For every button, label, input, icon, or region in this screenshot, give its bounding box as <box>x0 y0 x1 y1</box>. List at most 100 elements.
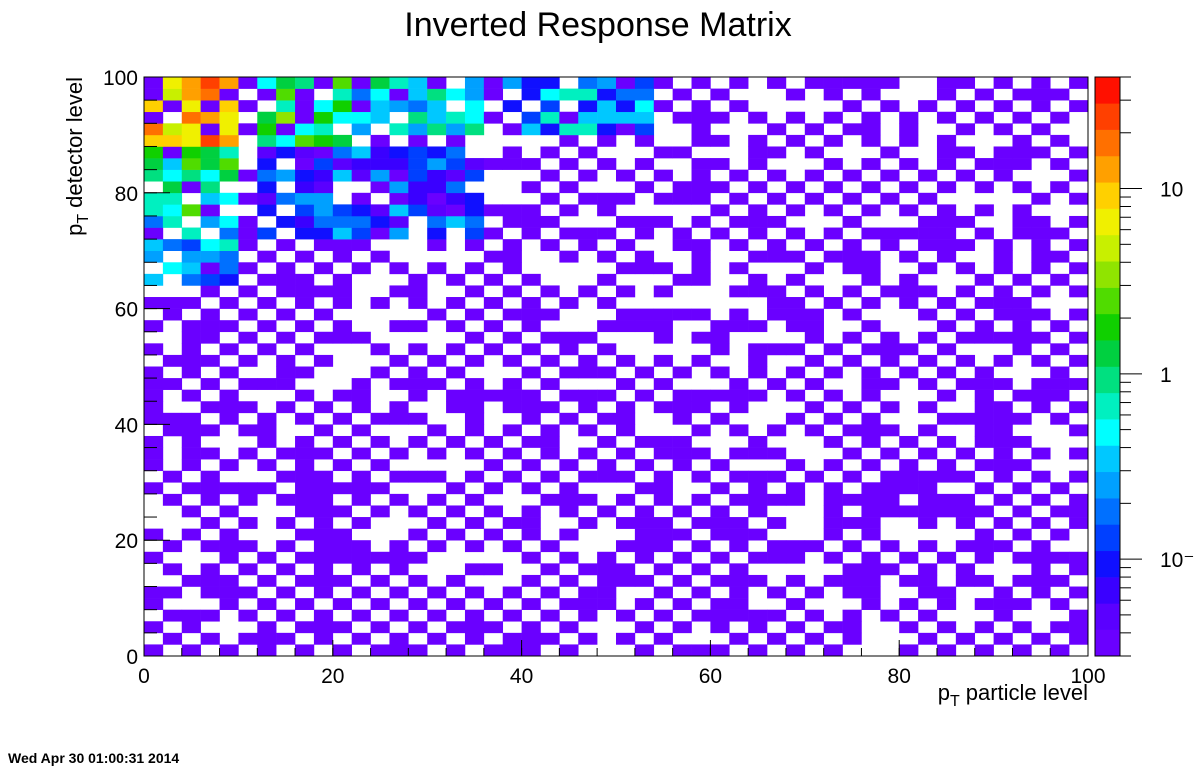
heatmap-cell <box>672 181 692 194</box>
heatmap-cell <box>370 505 390 518</box>
heatmap-cell <box>200 354 220 367</box>
heatmap-cell <box>502 308 522 321</box>
heatmap-cell <box>389 204 409 217</box>
heatmap-cell <box>1069 470 1089 483</box>
heatmap-cell <box>389 586 409 599</box>
heatmap-cell <box>502 609 522 622</box>
heatmap-cell <box>1069 308 1089 321</box>
heatmap-cell <box>1050 378 1070 390</box>
heatmap-cell <box>559 598 579 610</box>
heatmap-cell <box>634 435 655 448</box>
palette-tick-label: 10⁻ <box>1160 549 1194 572</box>
heatmap-cell <box>861 412 881 425</box>
heatmap-cell <box>370 459 390 472</box>
heatmap-cell <box>1069 262 1089 275</box>
heatmap-cell <box>842 77 862 89</box>
heatmap-cell <box>955 146 976 159</box>
heatmap-cell <box>351 563 371 576</box>
heatmap-cell <box>993 354 1013 367</box>
heatmap-cell <box>955 331 976 344</box>
heatmap-cell <box>257 250 277 263</box>
heatmap-cell <box>313 574 334 587</box>
heatmap-cell <box>257 459 277 472</box>
heatmap-cell <box>181 88 201 101</box>
heatmap-cell <box>144 320 164 333</box>
heatmap-cell <box>181 505 201 518</box>
heatmap-cell <box>238 401 258 414</box>
heatmap-cell <box>502 215 522 228</box>
heatmap-cell <box>1069 331 1089 344</box>
heatmap-cell <box>351 447 371 460</box>
heatmap-cell <box>1012 308 1032 321</box>
heatmap-cell <box>351 424 371 437</box>
heatmap-cell <box>653 435 673 448</box>
heatmap-cell <box>899 204 919 217</box>
heatmap-cell <box>691 354 711 367</box>
heatmap-cell <box>880 609 900 622</box>
heatmap-cell <box>313 586 334 599</box>
heatmap-cell <box>804 285 824 298</box>
heatmap-cell <box>1012 482 1032 495</box>
heatmap-cell <box>559 551 579 564</box>
heatmap-cell <box>710 621 730 634</box>
heatmap-cell <box>162 146 183 159</box>
heatmap-cell <box>899 111 919 124</box>
heatmap-cell <box>219 134 239 147</box>
heatmap-cell <box>729 308 749 321</box>
heatmap-cell <box>974 158 994 170</box>
heatmap-cell <box>446 644 466 657</box>
heatmap-cell <box>955 540 976 553</box>
heatmap-cell <box>181 574 201 587</box>
heatmap-cell <box>408 378 428 390</box>
heatmap-cell <box>257 632 277 645</box>
heatmap-cell <box>313 158 334 170</box>
heatmap-cell <box>332 100 352 113</box>
heatmap-cell <box>1050 574 1070 587</box>
heatmap-cell <box>427 88 447 101</box>
heatmap-cell <box>899 644 919 657</box>
heatmap-cell <box>785 644 806 657</box>
heatmap-cell <box>578 493 598 506</box>
heatmap-cell <box>1050 320 1070 333</box>
heatmap-cell <box>313 204 334 217</box>
heatmap-cell <box>710 644 730 657</box>
heatmap-cell <box>559 158 579 170</box>
heatmap-cell <box>729 320 749 333</box>
heatmap-cell <box>918 285 938 298</box>
heatmap-cell <box>1012 215 1032 228</box>
heatmap-cell <box>1031 88 1051 101</box>
heatmap-cell <box>1012 111 1032 124</box>
heatmap-cell <box>257 598 277 610</box>
heatmap-cell <box>200 239 220 251</box>
heatmap-cell <box>332 412 352 425</box>
heatmap-cell <box>616 88 636 101</box>
heatmap-cell <box>918 354 938 367</box>
heatmap-cell <box>219 389 239 402</box>
heatmap-cell <box>162 215 183 228</box>
heatmap-cell <box>1012 412 1032 425</box>
heatmap-cell <box>540 378 560 390</box>
heatmap-cell <box>219 343 239 356</box>
heatmap-cell <box>408 389 428 402</box>
heatmap-cell <box>219 366 239 379</box>
y-tick-label: 20 <box>115 530 138 553</box>
heatmap-cell <box>540 447 560 460</box>
heatmap-cell <box>502 540 522 553</box>
heatmap-cell <box>181 227 201 240</box>
heatmap-cell <box>181 320 201 333</box>
heatmap-cell <box>295 250 315 263</box>
heatmap-cell <box>785 459 806 472</box>
heatmap-cell <box>540 192 560 205</box>
heatmap-cell <box>540 563 560 576</box>
heatmap-cell <box>899 343 919 356</box>
heatmap-cell <box>144 146 164 159</box>
heatmap-cell <box>389 354 409 367</box>
heatmap-cell <box>181 100 201 113</box>
heatmap-cell <box>464 609 485 622</box>
heatmap-cell <box>427 239 447 251</box>
heatmap-cell <box>729 563 749 576</box>
heatmap-cell <box>521 389 541 402</box>
heatmap-cell <box>351 158 371 170</box>
heatmap-cell <box>748 227 768 240</box>
heatmap-cell <box>295 644 315 657</box>
